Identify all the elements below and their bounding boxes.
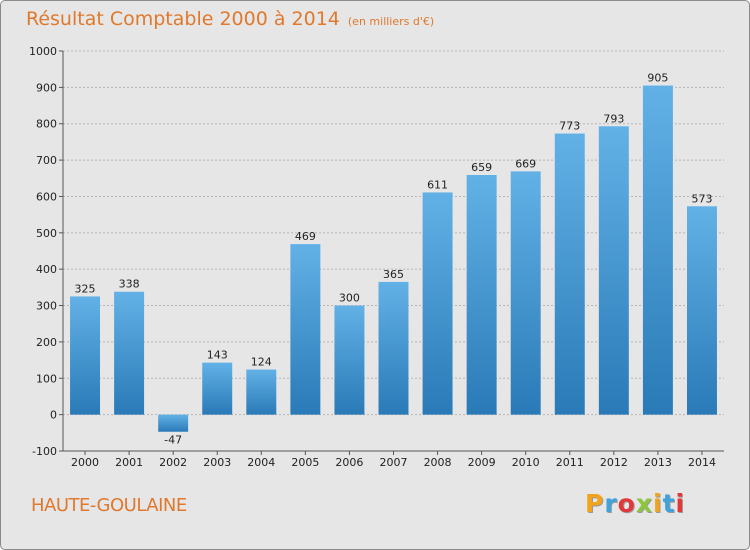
x-tick-label: 2005 — [291, 456, 319, 469]
bar-value-label: 365 — [383, 268, 404, 281]
bar-2013 — [642, 85, 673, 415]
logo-letter: i — [675, 489, 686, 518]
bar-value-label: 905 — [647, 72, 668, 85]
x-tick-label: 2002 — [159, 456, 187, 469]
bar-value-label: 611 — [427, 178, 448, 191]
bar-value-label: 338 — [119, 278, 140, 291]
y-tick-label: 1000 — [29, 45, 57, 58]
chart-unit: (en milliers d'€) — [347, 15, 435, 28]
bar-value-label: 793 — [603, 112, 624, 125]
y-tick-label: 700 — [36, 154, 57, 167]
logo-letter: o — [617, 489, 636, 518]
commune-name: HAUTE-GOULAINE — [31, 495, 187, 516]
proxiti-logo: Proxiti — [585, 489, 685, 518]
bar-value-label: 669 — [515, 157, 536, 170]
y-tick-label: 600 — [36, 190, 57, 203]
bar-2008 — [422, 192, 453, 415]
x-tick-label: 2007 — [380, 456, 408, 469]
bar-value-label: 325 — [75, 282, 96, 295]
x-tick-label: 2008 — [424, 456, 452, 469]
logo-letter: t — [662, 489, 676, 518]
logo-letter: r — [604, 489, 618, 518]
bar-2003 — [202, 362, 233, 415]
chart-title-text: Résultat Comptable 2000 à 2014 — [26, 8, 340, 30]
y-tick-label: 900 — [36, 81, 57, 94]
x-tick-label: 2004 — [247, 456, 275, 469]
y-tick-label: 500 — [36, 227, 57, 240]
x-tick-label: 2000 — [71, 456, 99, 469]
x-tick-label: 2006 — [335, 456, 363, 469]
bar-2010 — [510, 171, 541, 415]
bar-2001 — [114, 291, 145, 415]
x-tick-label: 2014 — [688, 456, 716, 469]
bar-value-label: 773 — [559, 120, 580, 133]
y-tick-label: -100 — [32, 445, 57, 458]
bar-2014 — [686, 206, 717, 415]
y-tick-label: 300 — [36, 300, 57, 313]
bar-2012 — [598, 126, 629, 415]
bar-2011 — [554, 133, 585, 415]
labels: -100 0 100 200 300 400 500 600 700 800 900 1000 2000… — [29, 45, 716, 469]
logo-letter: i — [653, 489, 663, 518]
x-tick-label: 2013 — [644, 456, 672, 469]
bar-value-label: 300 — [339, 292, 360, 305]
x-tick-label: 2009 — [468, 456, 496, 469]
bar-2007 — [378, 281, 409, 415]
bar-2009 — [466, 175, 497, 415]
chart-title: Résultat Comptable 2000 à 2014 (en millie… — [26, 8, 434, 30]
x-tick-label: 2011 — [556, 456, 584, 469]
bar-value-label: 659 — [471, 161, 492, 174]
bar-value-label: -47 — [164, 434, 182, 447]
x-tick-label: 2010 — [512, 456, 540, 469]
y-tick-label: 800 — [36, 118, 57, 131]
bar-2005 — [290, 244, 321, 415]
y-tick-label: 0 — [50, 409, 57, 422]
y-tick-label: 400 — [36, 263, 57, 276]
bar-value-label: 124 — [251, 356, 272, 369]
x-tick-label: 2001 — [115, 456, 143, 469]
bar-value-label: 469 — [295, 230, 316, 243]
axes — [59, 50, 724, 455]
bar-value-label: 573 — [691, 192, 712, 205]
y-tick-label: 200 — [36, 336, 57, 349]
bar-2002 — [158, 414, 189, 432]
bar-2000 — [70, 296, 101, 415]
bar-value-label: 143 — [207, 349, 228, 362]
bar-2004 — [246, 369, 277, 415]
bars — [70, 85, 717, 432]
x-tick-label: 2012 — [600, 456, 628, 469]
y-tick-label: 100 — [36, 372, 57, 385]
logo-letter: P — [585, 489, 605, 518]
logo-letter: x — [635, 489, 653, 518]
bar-2006 — [334, 305, 365, 415]
x-tick-label: 2003 — [203, 456, 231, 469]
